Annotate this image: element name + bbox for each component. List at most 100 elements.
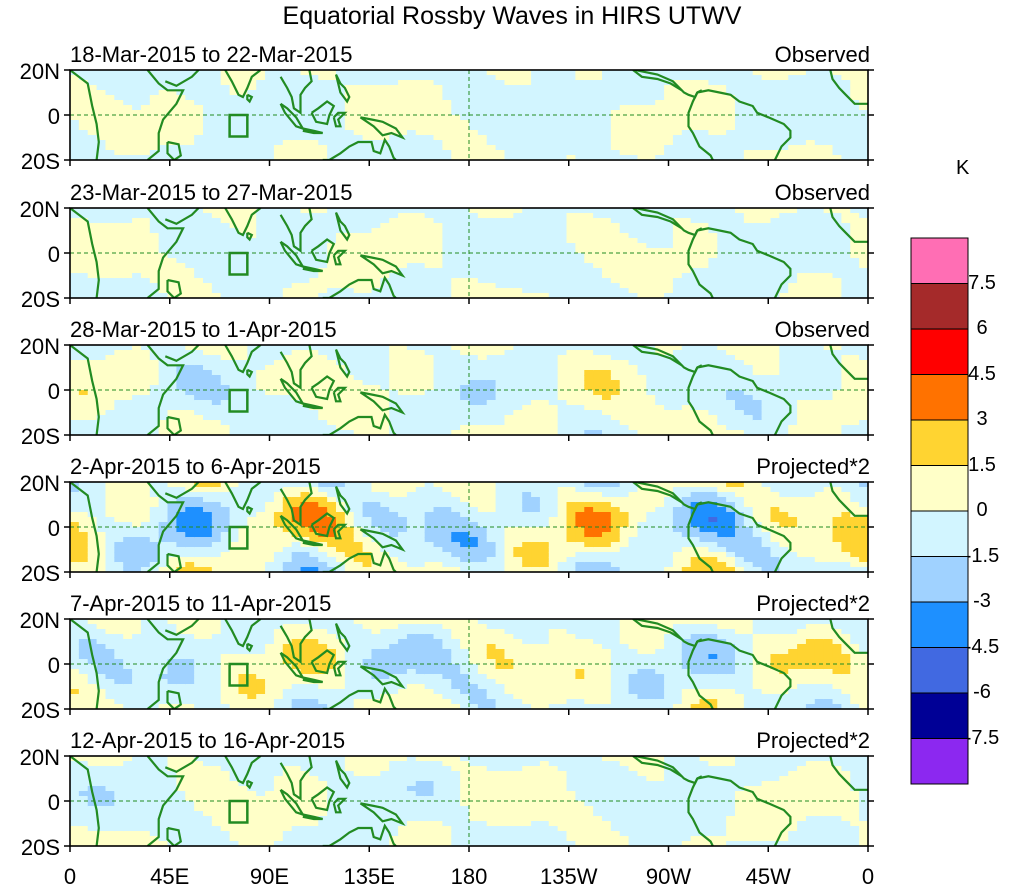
field-cell: [353, 213, 364, 219]
field-cell: [327, 80, 337, 86]
field-cell: [424, 238, 435, 244]
field-cell: [593, 268, 603, 274]
field-cell: [273, 390, 284, 396]
field-cell: [566, 100, 576, 106]
field-cell: [362, 75, 373, 81]
field-cell: [655, 268, 665, 274]
field-cell: [336, 375, 346, 381]
field-cell: [752, 395, 763, 401]
field-cell: [433, 278, 443, 284]
field-cell: [814, 140, 825, 146]
field-cell: [247, 238, 257, 244]
field-cell: [460, 120, 470, 126]
field-cell: [433, 105, 443, 111]
field-cell: [203, 400, 213, 406]
field-cell: [805, 370, 816, 376]
field-cell: [406, 253, 417, 259]
y-tick-label: 20N: [19, 608, 60, 633]
field-cell: [584, 105, 594, 111]
field-cell: [282, 350, 293, 356]
field-cell: [229, 130, 240, 136]
field-cell: [557, 268, 568, 274]
field-cell: [415, 208, 426, 214]
field-cell: [655, 150, 665, 156]
field-cell: [504, 140, 514, 146]
field-cell: [140, 90, 151, 96]
field-cell: [371, 213, 381, 219]
field-cell: [96, 120, 107, 126]
coastline: [146, 345, 185, 435]
field-cell: [460, 258, 470, 264]
field-cell: [805, 135, 816, 141]
field-cell: [637, 395, 647, 401]
field-cell: [220, 95, 231, 101]
field-cell: [664, 85, 674, 91]
field-cell: [602, 115, 612, 121]
field-cell: [752, 90, 763, 96]
field-cell: [717, 100, 727, 106]
field-cell: [672, 293, 683, 298]
field-cell: [655, 375, 665, 381]
field-cell: [114, 120, 124, 126]
field-cell: [371, 375, 381, 381]
field-cell: [717, 390, 727, 396]
field-cell: [814, 253, 825, 259]
field-cell: [167, 110, 177, 116]
field-cell: [203, 293, 213, 298]
field-cell: [593, 253, 603, 259]
field-cell: [522, 70, 532, 76]
field-cell: [841, 350, 851, 356]
field-cell: [167, 425, 177, 431]
field-cell: [628, 263, 639, 269]
field-cell: [336, 410, 346, 416]
field-cell: [619, 90, 630, 96]
field-cell: [628, 360, 639, 366]
field-cell: [699, 223, 709, 229]
field-cell: [398, 105, 408, 111]
field-cell: [380, 243, 390, 249]
field-cell: [832, 125, 842, 131]
field-cell: [70, 100, 80, 106]
field-cell: [114, 288, 124, 294]
field-cell: [78, 405, 89, 411]
field-cell: [841, 125, 851, 131]
field-cell: [593, 223, 603, 229]
field-cell: [735, 85, 745, 91]
field-cell: [477, 410, 488, 416]
field-cell: [265, 80, 275, 86]
field-cell: [327, 70, 337, 76]
field-cell: [460, 263, 470, 269]
field-cell: [797, 355, 807, 361]
field-cell: [735, 253, 745, 259]
field-cell: [717, 85, 727, 91]
field-cell: [477, 110, 488, 116]
field-cell: [247, 278, 257, 284]
field-cell: [779, 385, 789, 391]
field-cell: [593, 273, 603, 279]
field-cell: [717, 208, 727, 214]
field-cell: [229, 208, 240, 214]
field-cell: [664, 90, 674, 96]
field-cell: [513, 425, 523, 431]
field-cell: [513, 268, 523, 274]
field-cell: [735, 140, 745, 146]
field-cell: [566, 213, 576, 219]
field-cell: [690, 248, 701, 254]
field-cell: [584, 125, 594, 131]
field-cell: [96, 288, 107, 294]
field-cell: [78, 213, 89, 219]
field-cell: [78, 140, 89, 146]
field-cell: [203, 110, 213, 116]
field-cell: [531, 390, 541, 396]
field-cell: [788, 130, 798, 136]
field-cell: [238, 268, 248, 274]
field-cell: [655, 218, 665, 224]
field-cell: [752, 258, 763, 264]
field-cell: [132, 263, 142, 269]
field-cell: [406, 150, 417, 156]
field-cell: [114, 400, 124, 406]
field-cell: [318, 293, 328, 298]
field-cell: [105, 390, 115, 396]
field-cell: [637, 420, 647, 426]
field-cell: [220, 350, 231, 356]
